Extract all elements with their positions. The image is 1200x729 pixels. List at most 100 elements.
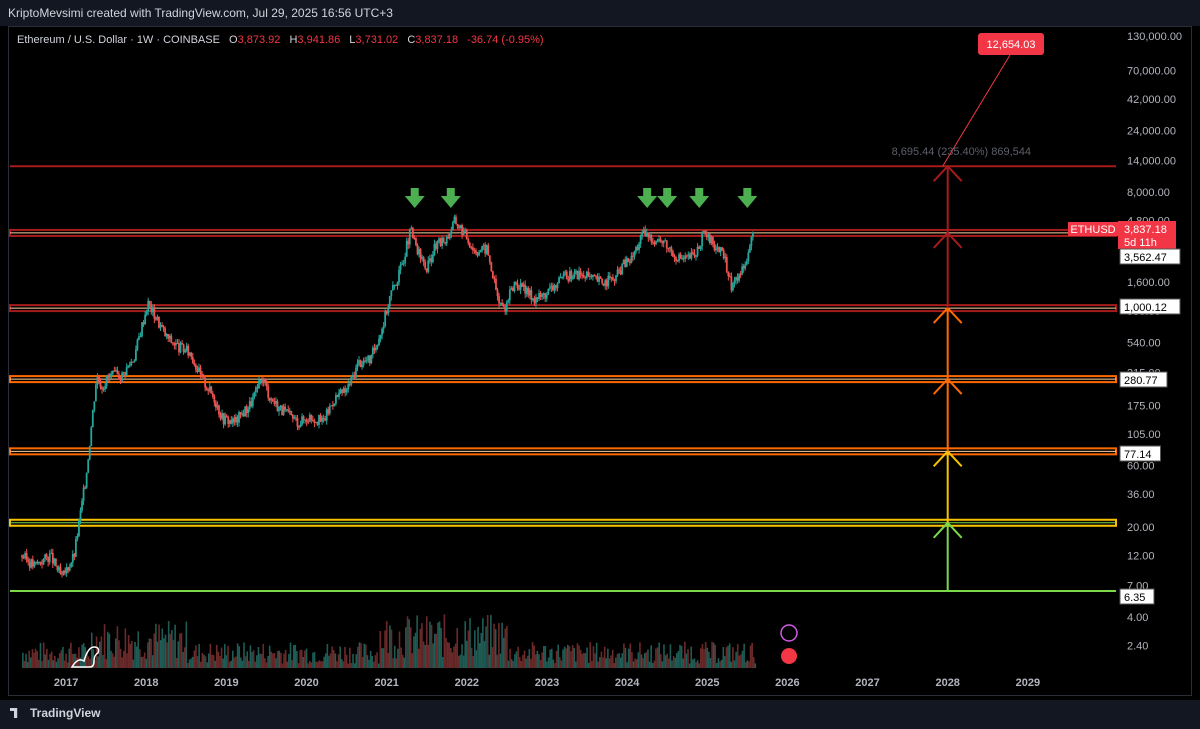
candle-body	[462, 230, 465, 235]
candle-body	[124, 372, 127, 376]
candle-body	[141, 322, 143, 337]
volume-bar	[411, 653, 414, 668]
change-value: -36.74 (-0.95%)	[467, 34, 544, 46]
volume-bar	[496, 654, 499, 668]
candle-body	[702, 230, 705, 234]
volume-bar	[720, 659, 723, 668]
candle-body	[178, 343, 180, 353]
candle-body	[461, 225, 464, 235]
candle-body	[427, 260, 430, 272]
volume-bar	[704, 642, 707, 668]
candle-body	[358, 360, 360, 364]
chart-frame[interactable]	[8, 26, 1192, 696]
volume-bar	[204, 656, 207, 668]
candle-body	[718, 247, 720, 252]
candle-body	[628, 262, 631, 264]
candle-body	[296, 418, 299, 427]
candle-body	[28, 562, 31, 568]
volume-bar	[284, 649, 287, 668]
candle-body	[475, 250, 477, 254]
candle-body	[413, 238, 416, 240]
volume-bar	[526, 655, 529, 668]
volume-bar	[560, 660, 563, 668]
open-label: O	[229, 34, 238, 46]
volume-bar	[33, 652, 35, 668]
volume-bar	[270, 651, 273, 668]
volume-bar	[716, 662, 718, 668]
candle-body	[121, 372, 123, 381]
tradingview-logo[interactable]: TradingView	[10, 706, 100, 720]
volume-bar	[623, 643, 625, 668]
candle-body	[635, 247, 637, 252]
volume-bar	[387, 652, 390, 668]
candle-body	[479, 250, 482, 253]
volume-bar	[121, 657, 124, 668]
volume-bar	[246, 651, 249, 668]
volume-bar	[310, 662, 313, 668]
volume-bar	[510, 659, 513, 668]
candle-body	[31, 559, 34, 567]
candle-body	[564, 271, 567, 274]
volume-bar	[300, 649, 303, 668]
volume-bar	[619, 657, 622, 668]
candle-body	[473, 249, 476, 251]
down-arrow-marker	[404, 188, 425, 208]
candle-body	[381, 328, 383, 335]
volume-bar	[145, 658, 148, 668]
volume-bar	[607, 648, 609, 668]
candle-body	[398, 269, 400, 283]
volume-bar	[190, 658, 192, 668]
candle-body	[555, 285, 557, 289]
volume-bar	[281, 663, 284, 668]
candle-body	[256, 387, 259, 389]
candle-body	[130, 361, 133, 366]
candle-body	[282, 406, 285, 415]
candle-body	[271, 399, 274, 402]
candle-body	[687, 254, 690, 256]
volume-bar	[599, 657, 601, 668]
candle-body	[68, 566, 71, 571]
candle-body	[733, 280, 736, 283]
volume-bar	[690, 646, 693, 668]
candle-body	[385, 311, 388, 314]
candle-body	[518, 288, 520, 290]
candle-body	[744, 264, 747, 269]
candle-body	[447, 237, 450, 239]
volume-bar	[195, 645, 197, 668]
volume-bar	[597, 661, 600, 668]
candle-body	[285, 409, 288, 411]
volume-bar	[324, 653, 327, 668]
projection-arrow-head	[932, 164, 963, 182]
x-tick-label: 2027	[855, 677, 879, 689]
candle-body	[279, 405, 282, 407]
volume-bar	[280, 652, 282, 668]
candle-body	[482, 244, 485, 246]
volume-bar	[313, 651, 316, 668]
volume-bar	[206, 662, 208, 668]
candle-body	[84, 487, 87, 489]
volume-bar	[397, 648, 399, 668]
volume-bar	[78, 647, 80, 668]
volume-bar	[488, 654, 491, 668]
volume-bar	[546, 661, 548, 668]
candle-body	[307, 421, 310, 423]
volume-bar	[440, 628, 442, 668]
volume-bar	[712, 642, 715, 668]
volume-bar	[25, 653, 27, 668]
candle-body	[679, 254, 682, 259]
volume-bar	[275, 658, 277, 668]
volume-bar	[191, 656, 194, 668]
volume-bar	[725, 647, 728, 668]
candle-body	[185, 345, 188, 351]
x-tick-label: 2018	[134, 677, 158, 689]
symbol-legend: Ethereum / U.S. Dollar · 1W · COINBASE O…	[17, 34, 544, 46]
candle-body	[742, 266, 745, 269]
candle-body	[255, 387, 257, 393]
x-tick-label: 2023	[535, 677, 559, 689]
candle-body	[619, 270, 622, 275]
volume-bar	[669, 644, 672, 668]
volume-bar	[214, 660, 216, 668]
volume-bar	[518, 657, 521, 668]
volume-bar	[613, 663, 616, 668]
